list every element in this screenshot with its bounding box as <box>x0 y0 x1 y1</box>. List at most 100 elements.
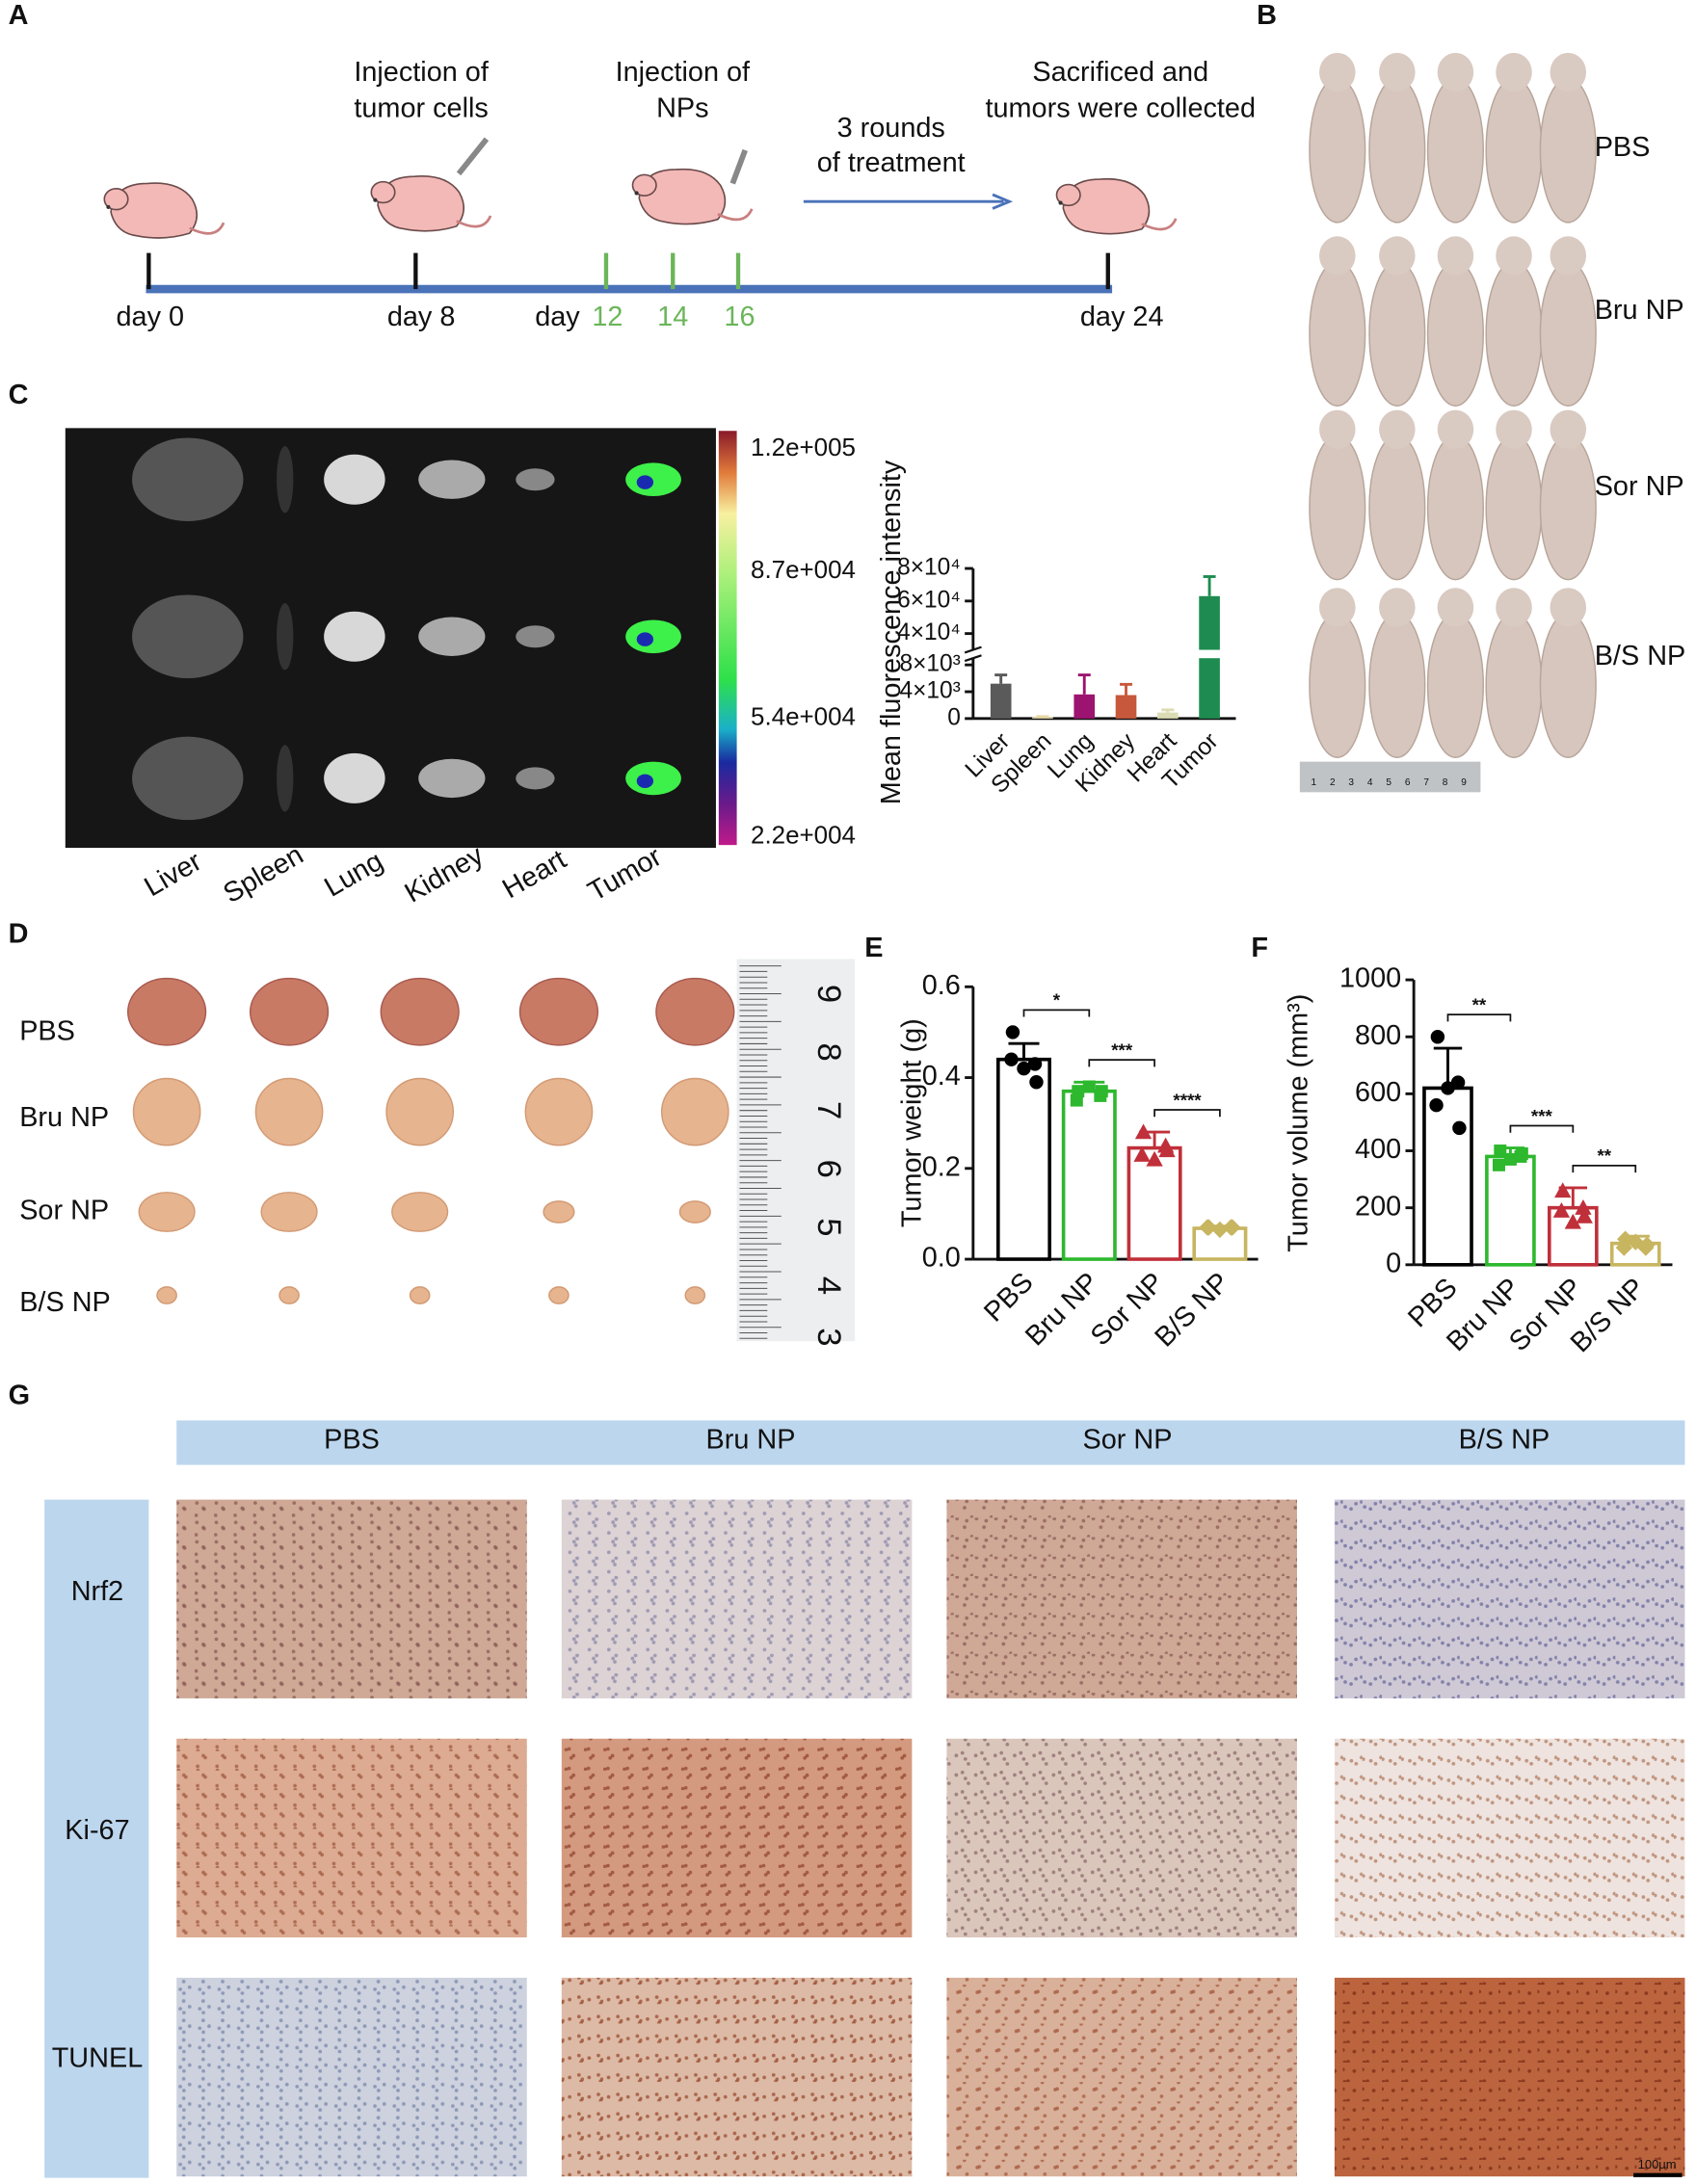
panel-label: C <box>9 380 29 410</box>
tumor-photo <box>524 1077 594 1146</box>
organ <box>277 745 294 812</box>
mouse-photo <box>1368 434 1426 581</box>
tumor-photo <box>543 1200 575 1224</box>
tumor-photo <box>660 1077 729 1146</box>
y-tick-label: 0.4 <box>922 1061 961 1092</box>
stain-label: TUNEL <box>52 2043 144 2074</box>
scale-bar-label: 100μm <box>1638 2157 1677 2171</box>
ihc-image <box>946 1738 1297 1938</box>
color-bar-label: 2.2e+004 <box>751 820 856 849</box>
mouse-head <box>1437 409 1474 449</box>
data-point <box>1005 1025 1020 1039</box>
ruler-number: 4 <box>1367 777 1373 788</box>
y-tick-label: 800 <box>1355 1020 1401 1051</box>
data-point <box>1515 1146 1528 1160</box>
tumor-signal <box>625 619 681 654</box>
color-bar-label: 5.4e+004 <box>751 702 856 731</box>
y-tick-label: 0.6 <box>922 970 961 1001</box>
data-point <box>1029 1075 1044 1090</box>
bar <box>1061 1089 1117 1261</box>
event-label: Injection of <box>354 57 489 88</box>
y-tick-label: 600 <box>1355 1077 1401 1108</box>
significance-bracket <box>1572 1165 1637 1173</box>
bar <box>1485 1154 1536 1267</box>
tumor-signal <box>625 462 681 497</box>
mouse-head <box>1319 236 1356 276</box>
tumor-photo <box>132 1077 201 1146</box>
ruler-number: 6 <box>1405 777 1411 788</box>
y-tick-label: 0.0 <box>922 1243 961 1274</box>
mouse-head <box>1379 409 1416 449</box>
mouse-photo <box>1539 612 1597 758</box>
tumor-photo <box>138 1192 196 1232</box>
mouse-photo <box>1539 434 1597 581</box>
panel-label: G <box>9 1380 30 1410</box>
tumor-photo <box>249 977 330 1046</box>
stain-label: Nrf2 <box>71 1576 124 1607</box>
tumor-photo <box>409 1286 431 1304</box>
bar <box>1156 712 1179 719</box>
ihc-image <box>176 1499 527 1698</box>
organ-label: Heart <box>497 844 571 905</box>
mouse-icon <box>1055 177 1178 236</box>
group-label: B/S NP <box>1595 641 1686 671</box>
data-point <box>1615 1239 1632 1256</box>
mouse-head <box>1319 409 1356 449</box>
organ <box>324 611 385 662</box>
ruler-number: 9 <box>810 985 847 1003</box>
ihc-image <box>1334 1977 1685 2177</box>
axis-break-mark <box>964 645 982 654</box>
syringe <box>456 137 490 176</box>
organ <box>277 446 294 513</box>
mouse-head <box>1379 236 1416 276</box>
tumor-photo <box>260 1192 318 1232</box>
group-label: Sor NP <box>19 1196 109 1226</box>
ruler-number: 8 <box>1443 777 1448 788</box>
ihc-image <box>561 1499 913 1698</box>
data-point <box>1133 1146 1151 1162</box>
ihc-image <box>1334 1499 1685 1698</box>
ihc-image <box>946 1499 1297 1698</box>
color-bar-label: 1.2e+005 <box>751 433 856 461</box>
data-point <box>1554 1182 1572 1198</box>
organ <box>324 454 385 505</box>
data-point <box>1552 1201 1571 1218</box>
data-point <box>1564 1213 1581 1229</box>
ruler-number: 5 <box>1386 777 1391 788</box>
side-band <box>44 1499 149 2178</box>
tumor-photo <box>380 977 460 1046</box>
day-label: day 8 <box>387 302 456 332</box>
mouse-photo <box>1539 77 1597 224</box>
data-point <box>1158 1142 1176 1158</box>
mouse-head <box>1379 588 1416 627</box>
mouse-photo <box>1309 612 1366 758</box>
organ <box>516 625 555 648</box>
day-label: 12 <box>592 302 623 332</box>
mouse-head <box>1437 588 1474 627</box>
organ <box>132 594 244 679</box>
group-label: Bru NP <box>19 1102 109 1133</box>
tumor-signal <box>625 761 681 796</box>
organ <box>132 437 244 522</box>
significance-bracket <box>1153 1109 1221 1118</box>
organ-label: Spleen <box>219 839 309 909</box>
ruler <box>1299 761 1481 793</box>
mouse-photo <box>1309 77 1366 224</box>
ihc-image <box>176 1977 527 2177</box>
tumor-photo <box>254 1077 324 1146</box>
data-point <box>1211 1221 1229 1239</box>
event-label: 3 rounds <box>837 113 945 144</box>
panel-label: E <box>864 933 883 963</box>
x-tick-label: Bru NP <box>1020 1267 1104 1352</box>
mouse-head <box>1550 409 1587 449</box>
group-label: PBS <box>1595 132 1651 163</box>
data-point <box>1494 1145 1507 1158</box>
mouse-icon <box>102 181 225 240</box>
group-label: Sor NP <box>1595 471 1684 502</box>
group-label: Sor NP <box>1082 1425 1172 1456</box>
significance-bracket <box>1088 1059 1155 1067</box>
mouse-head <box>1496 52 1532 92</box>
group-label: PBS <box>324 1425 380 1456</box>
